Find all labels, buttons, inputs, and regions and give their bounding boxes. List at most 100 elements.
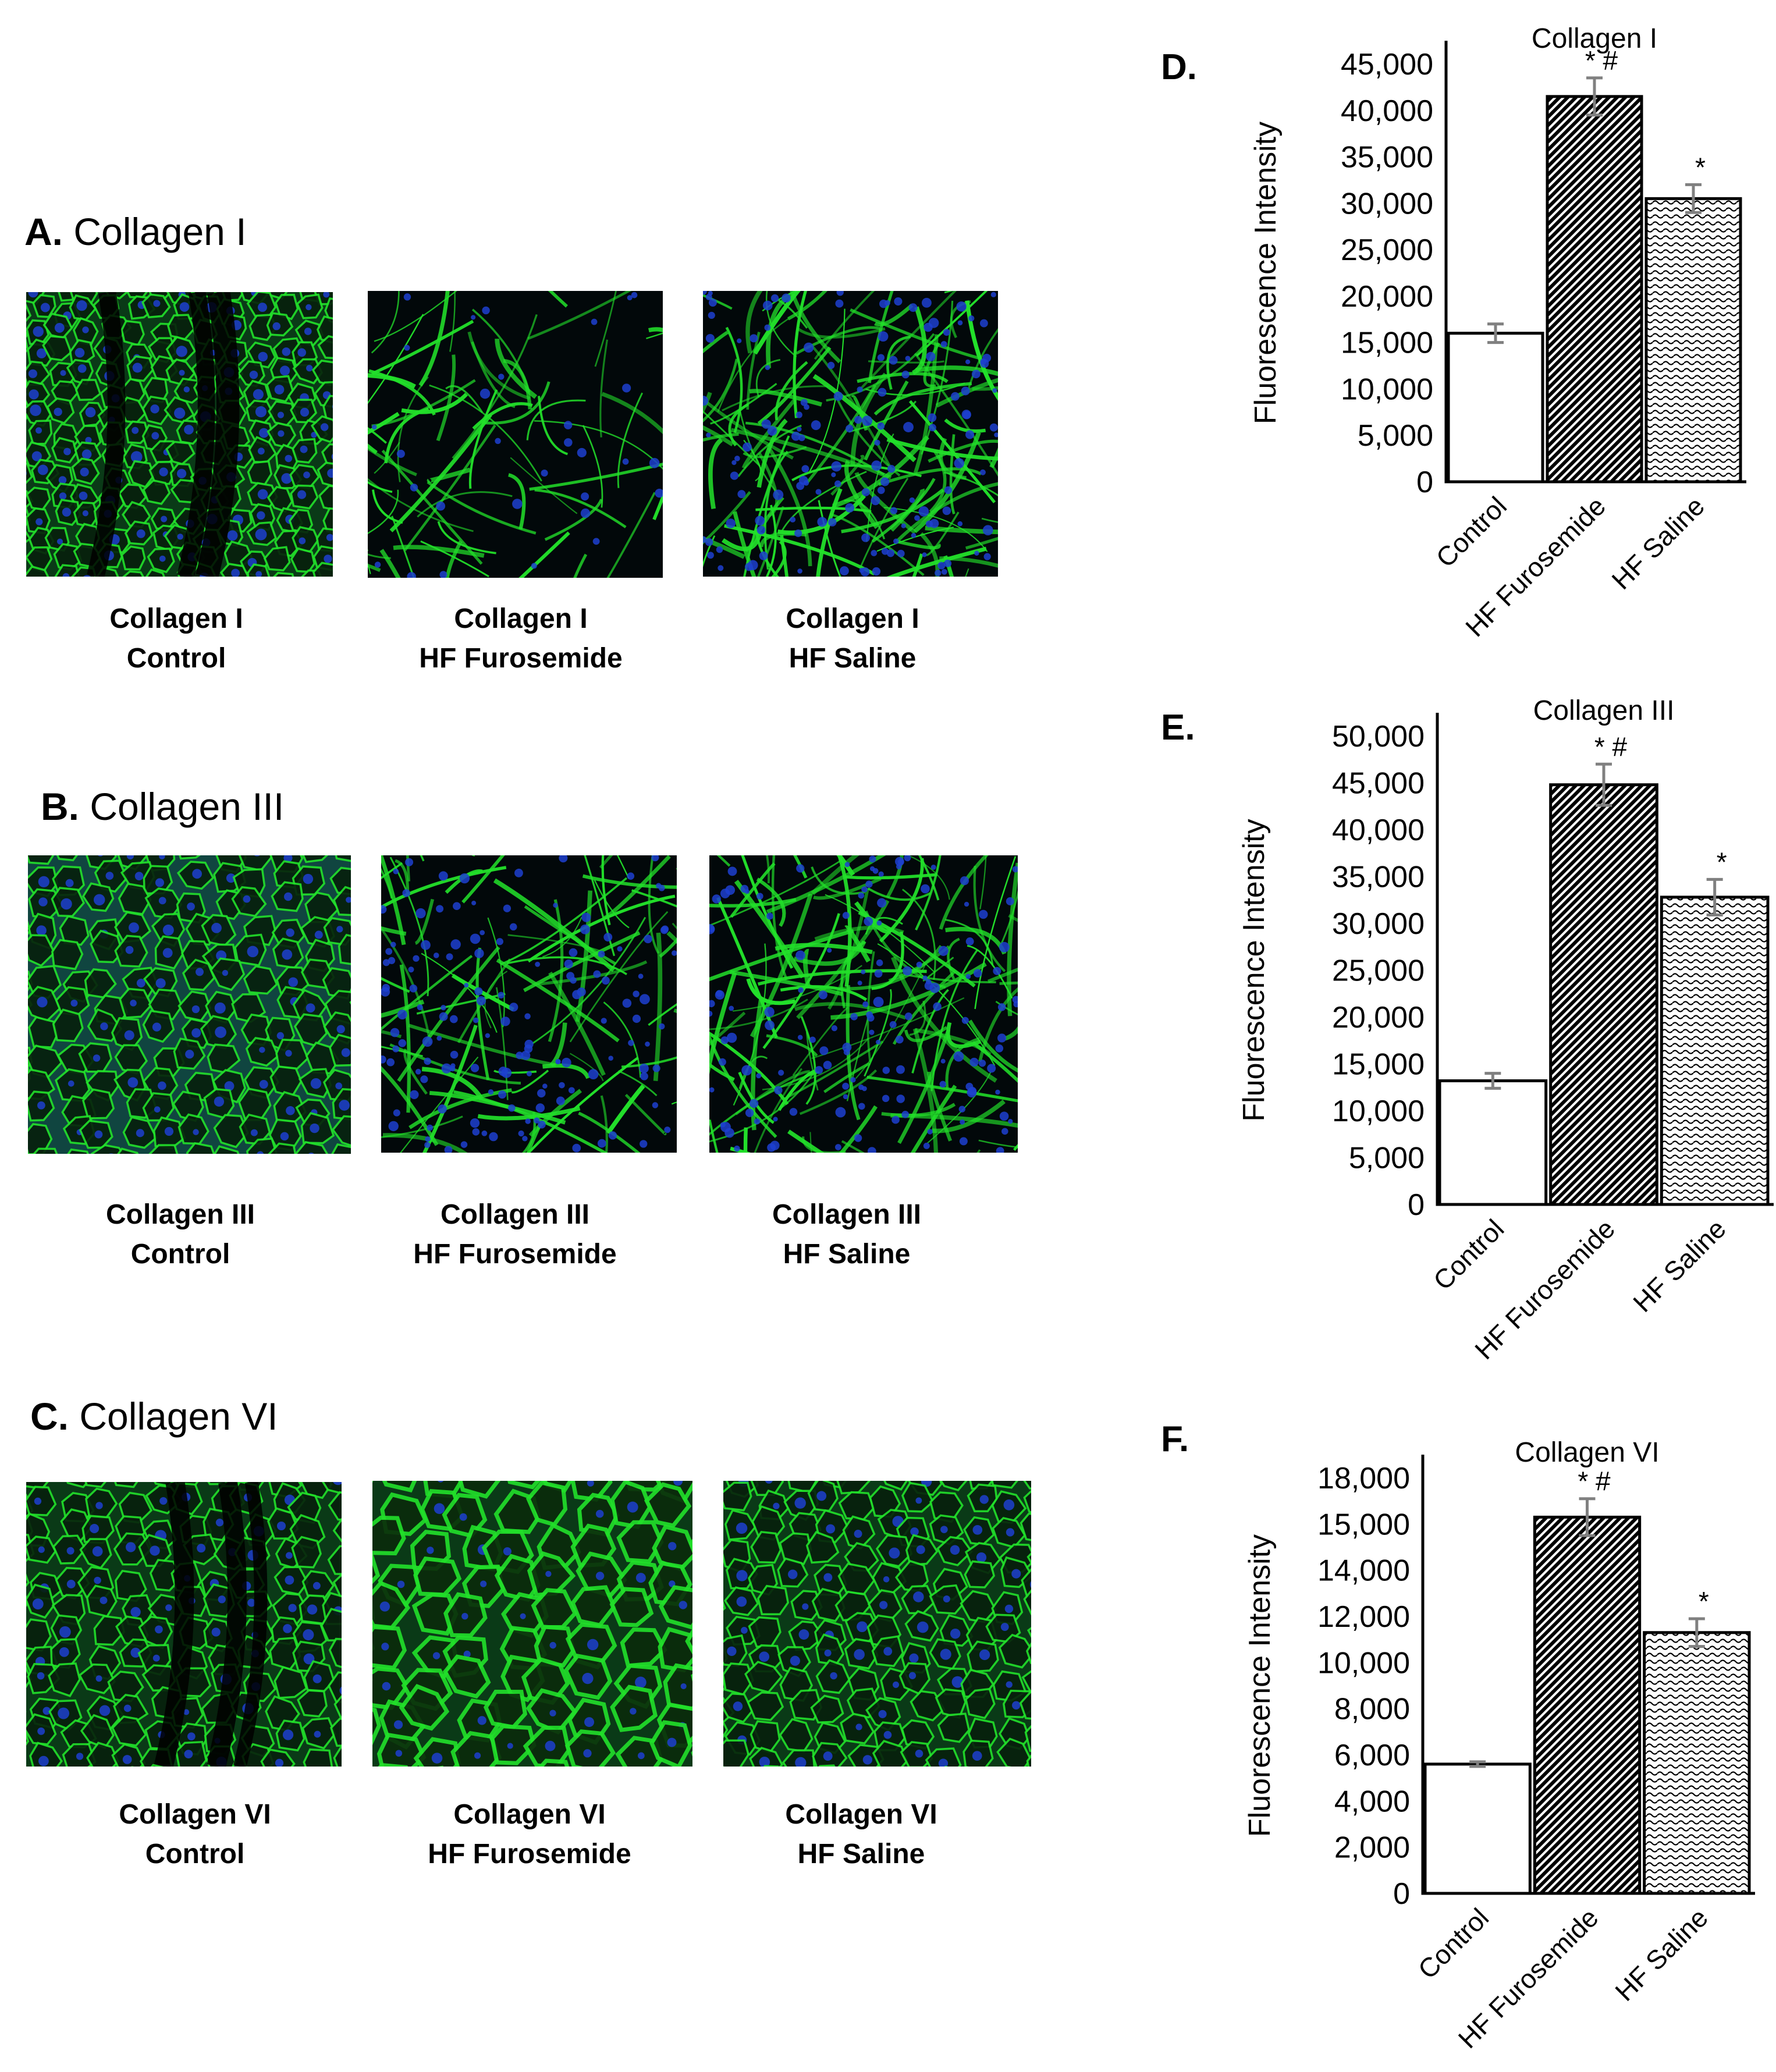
micrograph-texture [26,1482,342,1767]
y-tick-label: 12,000 [1317,1600,1410,1634]
error-bar [1469,1760,1486,1768]
chart-f: Collagen VI Fluorescence Intensity 0 2,000 4… [1228,1414,1769,2069]
bar-hf-saline [1643,1631,1751,1895]
caption-b-hf-saline-line1: Collagen III [772,1199,922,1230]
y-tick-label: 0 [1416,465,1433,499]
chart-title: Collagen I [1532,23,1657,54]
panel-a-title: Collagen I [73,210,247,253]
chart-e-letter: E. [1161,708,1195,748]
caption-a-hf-furosemide-line2: HF Furosemide [419,643,623,674]
micrograph-texture [381,855,677,1153]
caption-c-control: Collagen VI Control [79,1795,311,1874]
y-tick-label: 25,000 [1341,233,1433,267]
y-tick-label: 0 [1408,1188,1425,1222]
panel-a-heading: A. Collagen I [24,209,247,254]
caption-b-hf-saline-line2: HF Saline [783,1239,911,1270]
y-tick-label: 40,000 [1332,813,1425,847]
y-tick-label: 18,000 [1317,1462,1410,1495]
panel-b-title: Collagen III [90,785,285,828]
bar-control [1423,1762,1532,1895]
chart-f-letter: F. [1161,1419,1189,1459]
chart-svg: Collagen III Fluorescence Intensity 0 5,000… [1237,695,1774,1365]
error-bar [1685,183,1702,214]
caption-a-control: Collagen I Control [63,599,290,678]
micrograph-c-hf-saline [723,1481,1031,1767]
micrograph-texture [723,1481,1031,1767]
y-axis-label: Fluorescence Intensity [1249,122,1283,424]
panel-c-title: Collagen VI [79,1395,278,1438]
panel-b-letter: B. [41,785,79,828]
bar-hf-saline [1644,197,1742,484]
y-tick-label: 35,000 [1332,861,1425,894]
y-axis-label: Fluorescence Intensity [1237,819,1271,1121]
panel-a-letter: A. [24,210,63,253]
panel-b-heading: B. Collagen III [41,784,284,829]
micrograph-b-hf-saline [709,855,1018,1153]
micrograph-texture [372,1481,692,1767]
significance-marker: * # [1594,731,1628,762]
caption-c-hf-saline-line1: Collagen VI [785,1799,937,1830]
panel-c-letter: C. [30,1395,69,1438]
y-tick-label: 4,000 [1334,1785,1410,1818]
significance-marker: * [1699,1586,1709,1616]
bar-hf-furosemide [1546,95,1643,484]
y-tick-label: 0 [1393,1877,1410,1911]
chart-title: Collagen VI [1515,1437,1659,1468]
micrograph-texture [28,855,351,1154]
error-bar [1484,1072,1501,1090]
caption-b-hf-furosemide-line1: Collagen III [440,1199,590,1230]
x-tick-label: Control [1427,1213,1510,1296]
significance-marker: * # [1578,1466,1611,1497]
caption-b-control: Collagen III Control [64,1195,297,1274]
caption-b-hf-saline: Collagen III HF Saline [730,1195,963,1274]
y-tick-label: 30,000 [1341,187,1433,221]
caption-a-hf-furosemide: Collagen I HF Furosemide [396,599,646,678]
caption-b-hf-furosemide-line2: HF Furosemide [413,1239,617,1270]
y-tick-label: 2,000 [1334,1831,1410,1865]
caption-a-hf-saline-line2: HF Saline [788,643,917,674]
y-tick-label: 30,000 [1332,907,1425,941]
caption-a-control-line2: Control [126,643,226,674]
x-tick-label: HF Saline [1627,1213,1732,1318]
y-tick-label: 8,000 [1334,1693,1410,1726]
caption-b-control-line1: Collagen III [105,1199,255,1230]
chart-axes [1421,1455,1755,1895]
y-tick-label: 35,000 [1341,141,1433,175]
error-bar [1579,1497,1596,1537]
y-tick-label: 15,000 [1341,326,1433,360]
micrograph-a-hf-saline [703,291,998,577]
panel-c-heading: C. Collagen VI [30,1394,278,1438]
error-bar [1487,322,1504,344]
micrograph-b-control [28,855,351,1154]
y-tick-label: 10,000 [1317,1646,1410,1680]
y-tick-label: 40,000 [1341,94,1433,128]
caption-b-hf-furosemide: Collagen III HF Furosemide [390,1195,640,1274]
micrograph-texture [703,291,998,577]
error-bar [1596,762,1612,807]
caption-a-hf-saline: Collagen I HF Saline [736,599,969,678]
x-tick-label: HF Saline [1605,491,1710,595]
bar-hf-saline [1660,895,1770,1206]
caption-c-hf-furosemide-line1: Collagen VI [453,1799,606,1830]
bar-hf-furosemide [1533,1515,1642,1895]
y-tick-label: 50,000 [1332,720,1425,754]
chart-e: Collagen III Fluorescence Intensity 0 5,000… [1222,692,1776,1379]
x-tick-label: Control [1430,491,1512,573]
caption-c-hf-saline: Collagen VI HF Saline [745,1795,978,1874]
y-tick-label: 5,000 [1349,1142,1425,1175]
y-tick-label: 15,000 [1317,1508,1410,1541]
chart-d: Collagen I Fluorescence Intensity 0 5,000 10… [1234,17,1775,681]
caption-c-control-line2: Control [145,1839,245,1870]
y-tick-label: 25,000 [1332,954,1425,988]
y-tick-label: 6,000 [1334,1739,1410,1772]
caption-a-control-line1: Collagen I [109,603,243,634]
caption-c-hf-saline-line2: HF Saline [797,1839,925,1870]
y-tick-label: 5,000 [1358,419,1433,453]
y-tick-label: 45,000 [1332,767,1425,801]
y-axis-label: Fluorescence Intensity [1243,1534,1277,1837]
error-bar [1706,877,1723,917]
error-bar [1688,1617,1705,1648]
bar-control [1438,1079,1548,1206]
y-tick-label: 20,000 [1332,1001,1425,1035]
micrograph-a-control [26,292,333,577]
